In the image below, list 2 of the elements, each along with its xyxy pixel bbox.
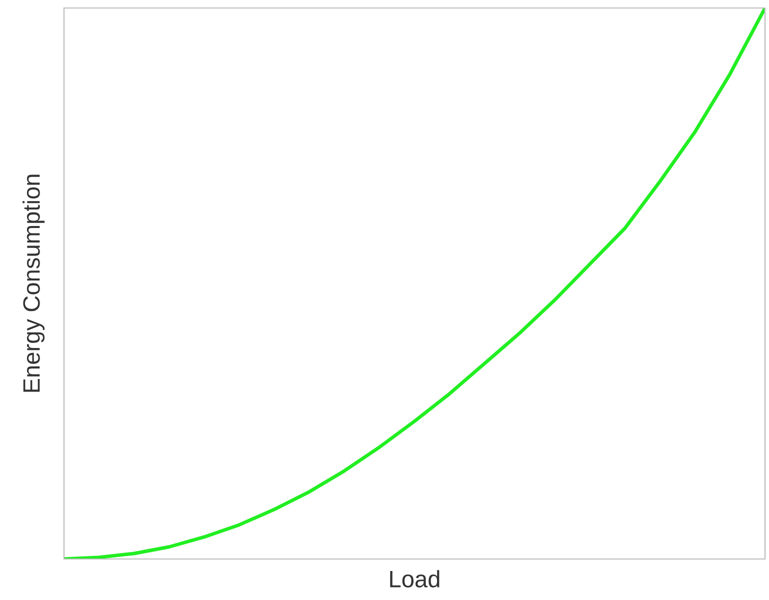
x-axis-title: Load bbox=[390, 570, 440, 588]
y-axis-title: Energy Consumption bbox=[22, 174, 45, 392]
